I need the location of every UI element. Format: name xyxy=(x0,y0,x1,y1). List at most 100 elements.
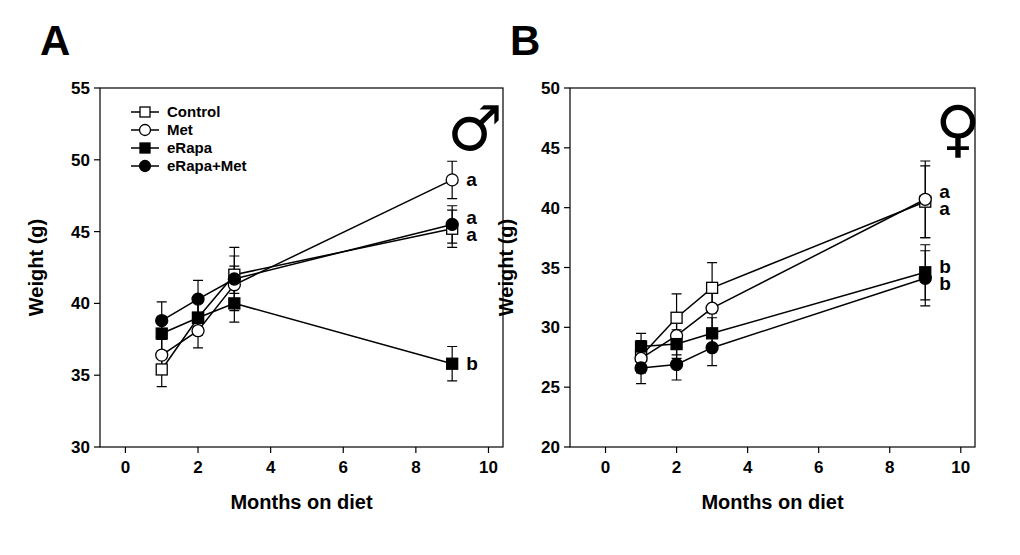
y-tick xyxy=(564,267,570,268)
x-tick-label: 10 xyxy=(479,458,498,477)
error-bar xyxy=(447,346,457,380)
significance-letter: b xyxy=(939,273,951,294)
legend-marker xyxy=(140,107,150,117)
legend-label: Met xyxy=(167,121,193,138)
legend-marker xyxy=(140,143,150,153)
error-bar xyxy=(229,247,239,310)
x-tick-label: 10 xyxy=(951,458,970,477)
x-tick-label: 8 xyxy=(885,458,894,477)
y-tick-label: 40 xyxy=(541,199,560,218)
marker xyxy=(229,298,240,309)
x-tick xyxy=(415,447,416,453)
marker xyxy=(156,349,168,361)
plot-marks xyxy=(156,161,458,386)
y-tick xyxy=(94,231,100,232)
significance-letter: b xyxy=(466,353,478,374)
figure: 0246810303540455055Months on dietWeight … xyxy=(0,0,1020,555)
y-tick-label: 35 xyxy=(71,366,90,385)
x-tick xyxy=(747,447,748,453)
y-tick xyxy=(94,87,100,88)
x-axis-label: Months on diet xyxy=(701,491,844,513)
significance-letter: a xyxy=(466,169,477,190)
marker xyxy=(671,339,682,350)
error-bar xyxy=(672,294,682,342)
x-tick xyxy=(889,447,890,453)
sex-symbol: ♀ xyxy=(935,92,980,165)
y-tick xyxy=(564,87,570,88)
legend-label: eRapa xyxy=(167,139,213,156)
y-tick xyxy=(94,303,100,304)
y-tick-label: 25 xyxy=(541,378,560,397)
marker xyxy=(706,302,718,314)
marker xyxy=(706,342,718,354)
series-line xyxy=(641,202,925,356)
x-tick xyxy=(960,447,961,453)
y-tick xyxy=(564,446,570,447)
x-tick-label: 2 xyxy=(672,458,681,477)
legend-label: Control xyxy=(167,103,220,120)
y-tick-label: 50 xyxy=(71,151,90,170)
x-tick xyxy=(676,447,677,453)
y-tick-label: 50 xyxy=(541,79,560,98)
x-tick xyxy=(197,447,198,453)
significance-letter: a xyxy=(466,224,477,245)
marker xyxy=(156,328,167,339)
marker xyxy=(671,358,683,370)
legend-marker xyxy=(140,161,151,172)
x-tick-label: 4 xyxy=(266,458,276,477)
x-tick xyxy=(270,447,271,453)
error-bar xyxy=(157,302,167,339)
y-tick xyxy=(564,327,570,328)
marker xyxy=(446,174,458,186)
y-tick-label: 45 xyxy=(71,223,90,242)
x-tick-label: 0 xyxy=(121,458,130,477)
error-bar xyxy=(920,161,930,238)
y-tick-label: 55 xyxy=(71,79,90,98)
marker xyxy=(446,218,458,230)
plot-marks xyxy=(635,161,931,384)
series-line xyxy=(162,303,452,363)
marker xyxy=(707,328,718,339)
marker xyxy=(193,312,204,323)
marker xyxy=(671,312,682,323)
legend-label: eRapa+Met xyxy=(167,157,247,174)
y-tick xyxy=(564,147,570,148)
error-bar xyxy=(447,161,457,198)
sex-symbol: ♂ xyxy=(447,92,503,165)
y-tick-label: 35 xyxy=(541,259,560,278)
series-line xyxy=(641,272,925,346)
marker xyxy=(707,282,718,293)
y-tick-label: 30 xyxy=(71,438,90,457)
y-axis-label: Weight (g) xyxy=(495,219,517,316)
panel-label: A xyxy=(40,17,70,64)
x-tick-label: 4 xyxy=(743,458,753,477)
error-bar xyxy=(447,206,457,243)
error-bar xyxy=(636,352,646,383)
series-line xyxy=(162,224,452,320)
marker xyxy=(156,315,168,327)
y-tick xyxy=(94,159,100,160)
marker xyxy=(192,325,204,337)
x-tick xyxy=(605,447,606,453)
marker xyxy=(156,364,167,375)
marker xyxy=(636,341,647,352)
legend-marker xyxy=(140,125,151,136)
y-tick xyxy=(564,207,570,208)
x-tick xyxy=(125,447,126,453)
x-tick-label: 2 xyxy=(193,458,202,477)
panel-label: B xyxy=(510,17,540,64)
x-tick-label: 0 xyxy=(601,458,610,477)
legend: ControlMeteRapaeRapa+Met xyxy=(131,103,247,174)
marker xyxy=(919,272,931,284)
x-tick xyxy=(818,447,819,453)
marker xyxy=(228,273,240,285)
series-line xyxy=(162,180,452,355)
error-bar xyxy=(672,349,682,380)
y-tick xyxy=(94,446,100,447)
marker xyxy=(447,358,458,369)
x-tick-label: 6 xyxy=(814,458,823,477)
y-tick-label: 20 xyxy=(541,438,560,457)
marker xyxy=(193,312,204,323)
x-axis-label: Months on diet xyxy=(230,491,373,513)
marker xyxy=(192,293,204,305)
